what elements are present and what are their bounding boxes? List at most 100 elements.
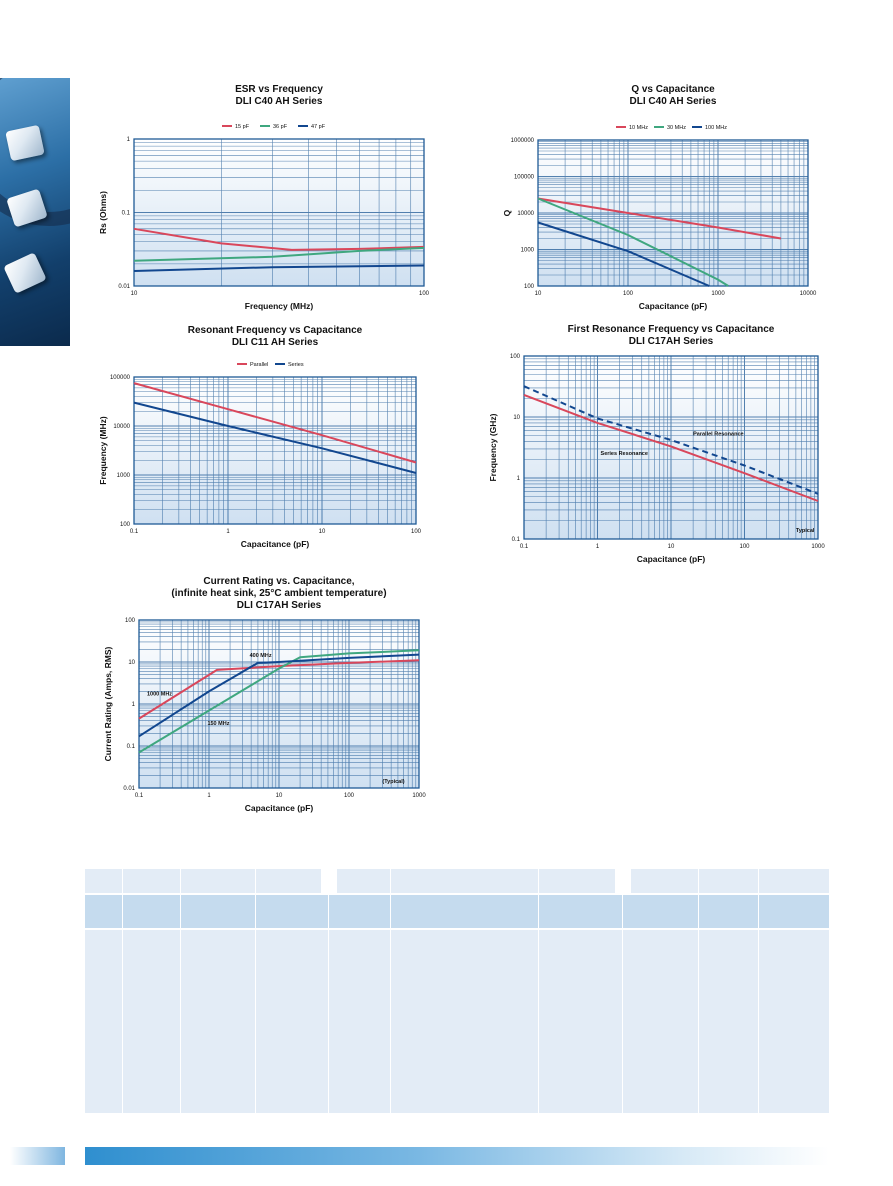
y-tick-label: 100000: [514, 175, 535, 181]
table-column-divider: [390, 869, 391, 1113]
current-subtitle-line: DLI C17AH Series: [236, 600, 322, 611]
table-divider: [85, 928, 829, 930]
x-tick-label: 10000: [800, 291, 817, 297]
y-tick-label: 1: [517, 476, 521, 482]
y-tick-label: 1: [132, 702, 136, 708]
x-tick-label: 1000: [711, 291, 725, 297]
y-tick-label: 100000: [110, 375, 131, 381]
x-tick-label: 0.1: [130, 529, 139, 535]
y-tick-label: 0.1: [122, 211, 131, 217]
series-line: [537, 197, 729, 287]
resonant-title-line: Resonant Frequency vs Capacitance: [187, 325, 363, 336]
x-axis-label: Capacitance (pF): [241, 539, 310, 549]
x-tick-label: 10: [319, 529, 326, 535]
y-tick-label: 10: [513, 415, 520, 421]
chart-annotation: 1000 MHz: [147, 691, 172, 697]
plot-frame: [133, 138, 425, 287]
y-tick-label: 0.1: [512, 537, 521, 543]
y-tick-label: 0.01: [118, 284, 130, 290]
plot-area: [134, 377, 416, 524]
series-line: [133, 264, 425, 272]
x-tick-label: 100: [623, 291, 634, 297]
x-tick-label: 10: [276, 793, 283, 799]
esr-subtitle-line: DLI C40 AH Series: [235, 96, 323, 107]
y-axis-label: Q: [502, 209, 512, 216]
x-tick-label: 10: [535, 291, 542, 297]
table-column-divider: [538, 869, 539, 1113]
table-header-gap: [615, 869, 631, 893]
x-tick-label: 100: [739, 544, 750, 550]
current-rating-chart-title: Current Rating vs. Capacitance, (infinit…: [139, 576, 419, 612]
x-tick-label: 100: [419, 291, 430, 297]
chart-annotation: 150 MHz: [207, 721, 229, 727]
esr-title-line: ESR vs Frequency: [235, 84, 323, 95]
y-tick-label: 100: [510, 354, 521, 360]
table-column-divider: [758, 869, 759, 1113]
legend-label: 30 MHz: [667, 125, 686, 131]
table-column-divider: [255, 869, 256, 1113]
y-tick-label: 10000: [113, 424, 130, 430]
footer-accent-bar: [10, 1147, 65, 1165]
plot-frame: [523, 355, 819, 540]
legend-label: 36 pF: [273, 124, 288, 130]
current-title-line-2: (infinite heat sink, 25°C ambient temper…: [171, 588, 387, 599]
gridlines: [538, 140, 808, 286]
series-line: [133, 401, 417, 474]
legend-label: 47 pF: [311, 124, 326, 130]
x-axis-label: Frequency (MHz): [245, 301, 314, 311]
specification-table: [85, 869, 829, 1113]
series-line: [133, 246, 425, 262]
x-tick-label: 1000: [811, 544, 825, 550]
q-subtitle-line: DLI C40 AH Series: [629, 96, 717, 107]
x-tick-label: 1: [207, 793, 211, 799]
x-tick-label: 1: [226, 529, 230, 535]
series-line: [523, 385, 819, 495]
x-tick-label: 100: [411, 529, 422, 535]
current-title-line: Current Rating vs. Capacitance,: [203, 576, 355, 587]
y-axis-label: Rs (Ohms): [98, 191, 108, 234]
table-column-divider: [328, 869, 329, 1113]
esr-chart-title: ESR vs Frequency DLI C40 AH Series: [134, 84, 424, 108]
x-tick-label: 0.1: [135, 793, 144, 799]
gridlines: [524, 356, 818, 539]
gridlines: [134, 139, 424, 286]
legend-label: Series: [288, 362, 304, 368]
table-column-divider: [698, 869, 699, 1113]
table-header-row-1: [85, 869, 829, 893]
series-line: [537, 197, 782, 240]
y-axis-label: Frequency (GHz): [488, 413, 498, 481]
series-line: [523, 393, 819, 502]
x-tick-label: 10: [131, 291, 138, 297]
first-resonance-title-line: First Resonance Frequency vs Capacitance: [567, 324, 775, 335]
y-tick-label: 100: [524, 284, 535, 290]
series-line: [133, 227, 425, 251]
y-tick-label: 100: [120, 522, 131, 528]
table-header-row-2: [85, 895, 829, 928]
footer-bar: [85, 1147, 829, 1165]
y-tick-label: 100: [125, 618, 136, 624]
x-axis-label: Capacitance (pF): [639, 301, 708, 311]
plot-frame: [133, 376, 417, 525]
series-line: [138, 649, 420, 754]
first-resonance-subtitle-line: DLI C17AH Series: [628, 336, 714, 347]
chart-annotation: 400 MHz: [250, 653, 272, 659]
x-axis-label: Capacitance (pF): [637, 554, 706, 564]
series-line: [138, 659, 420, 720]
product-photo: [0, 78, 70, 346]
plot-frame: [138, 619, 420, 789]
x-tick-label: 1: [596, 544, 600, 550]
legend-label: 10 MHz: [629, 125, 648, 131]
first-resonance-chart-title: First Resonance Frequency vs Capacitance…: [524, 324, 818, 348]
legend-label: 15 pF: [235, 124, 250, 130]
y-axis-label: Frequency (MHz): [98, 416, 108, 485]
y-tick-label: 1: [127, 137, 131, 143]
chart-annotation: Typical: [796, 528, 815, 534]
table-divider: [85, 893, 829, 895]
chart-annotation: Series Resonance: [601, 451, 648, 457]
y-tick-label: 0.01: [123, 786, 135, 792]
table-column-divider: [122, 869, 123, 1113]
